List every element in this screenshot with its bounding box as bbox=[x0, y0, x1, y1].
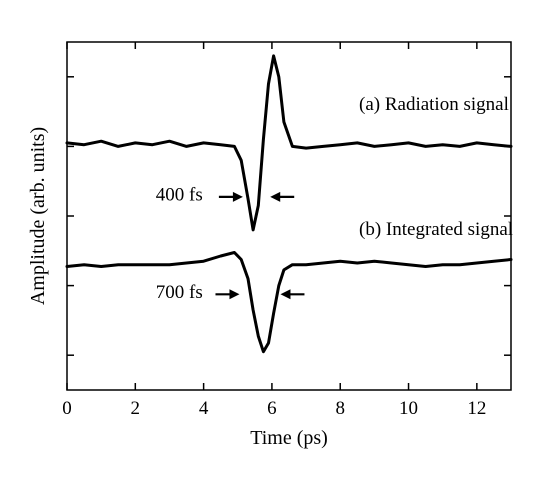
arrow-left-pointing-icon bbox=[270, 191, 281, 202]
x-tick-label-6: 12 bbox=[467, 398, 486, 419]
x-tick-label-1: 2 bbox=[131, 398, 141, 419]
x-tick-label-0: 0 bbox=[62, 398, 72, 419]
annotation-2: 400 fs bbox=[156, 184, 203, 205]
y-axis-title: Amplitude (arb. units) bbox=[27, 127, 49, 305]
pulse-marker-1 bbox=[215, 289, 305, 300]
annotation-1: (b) Integrated signal bbox=[359, 219, 513, 240]
arrow-left-pointing-icon bbox=[280, 289, 291, 300]
x-tick-labels: 0 2 4 6 8 10 12 bbox=[62, 398, 486, 419]
annotation-0: (a) Radiation signal bbox=[359, 94, 509, 115]
x-tick-label-2: 4 bbox=[199, 398, 209, 419]
arrow-right-pointing-icon bbox=[232, 191, 243, 202]
annotation-3: 700 fs bbox=[156, 282, 203, 303]
x-tick-label-4: 8 bbox=[335, 398, 345, 419]
pulse-width-markers bbox=[215, 191, 305, 300]
series-layer bbox=[65, 54, 513, 354]
x-axis-title: Time (ps) bbox=[250, 427, 328, 449]
x-tick-label-5: 10 bbox=[399, 398, 418, 419]
arrow-right-pointing-icon bbox=[229, 289, 240, 300]
series-line-radiation bbox=[65, 54, 513, 232]
series-line-integrated bbox=[65, 251, 513, 354]
x-tick-label-3: 6 bbox=[267, 398, 277, 419]
annotations: (a) Radiation signal (b) Integrated signa… bbox=[156, 94, 513, 303]
pulse-marker-0 bbox=[218, 191, 295, 202]
